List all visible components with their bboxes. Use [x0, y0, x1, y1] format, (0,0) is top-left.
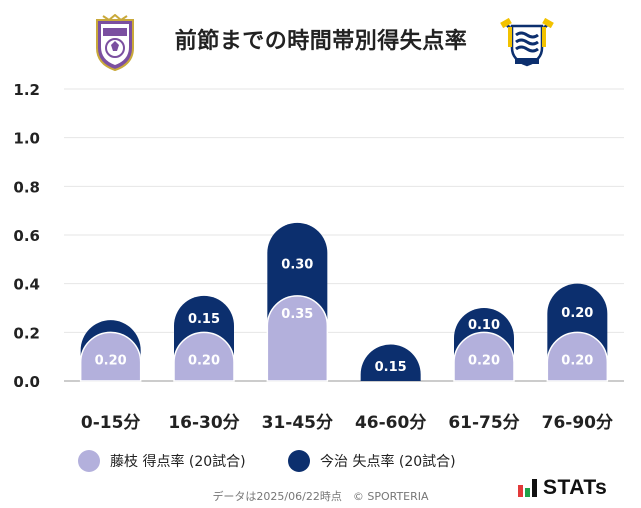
- data-source-note: データは2025/06/22時点 © SPORTERIA: [212, 490, 429, 503]
- y-tick-label: 0.4: [13, 276, 40, 294]
- x-axis-ticks: 0-15分 16-30分 31-45分 46-60分 61-75分 76-90分: [81, 413, 613, 433]
- fujieda-crest-icon: [93, 13, 137, 72]
- bar-imabari-3: [360, 344, 421, 381]
- bar-label-fujieda-0: 0.20: [95, 354, 127, 369]
- y-tick-label: 0.2: [13, 324, 40, 342]
- grid-lines: [64, 88, 624, 382]
- bar-fujieda-0: [79, 331, 142, 382]
- bar-fujieda-1: [173, 331, 235, 382]
- legend-item-fujieda: 藤枝 得点率 (20試合): [78, 448, 246, 474]
- bar-label-fujieda-4: 0.20: [468, 354, 500, 369]
- y-tick-label: 1.2: [13, 81, 40, 99]
- y-axis-ticks: 0.0 0.2 0.4 0.6 0.8 1.0 1.2: [13, 81, 40, 391]
- bar-label-imabari-3: 0.15: [375, 360, 407, 375]
- x-tick-label: 76-90分: [542, 413, 613, 433]
- bar-fujieda-2: [266, 295, 329, 382]
- bar-label-fujieda-1: 0.20: [188, 354, 220, 369]
- x-tick-label: 16-30分: [168, 413, 239, 433]
- y-tick-label: 0.0: [13, 373, 40, 391]
- legend: 藤枝 得点率 (20試合) 今治 失点率 (20試合): [78, 448, 518, 474]
- legend-label-fujieda: 藤枝 得点率 (20試合): [110, 454, 246, 470]
- y-tick-label: 0.8: [13, 178, 40, 196]
- x-tick-label: 61-75分: [448, 413, 519, 433]
- legend-label-imabari: 今治 失点率 (20試合): [320, 454, 456, 470]
- legend-swatch-imabari: [288, 450, 310, 472]
- chart-title: 前節までの時間帯別得失点率: [174, 29, 468, 54]
- y-tick-label: 0.6: [13, 227, 40, 245]
- x-tick-label: 31-45分: [262, 413, 333, 433]
- imabari-crest-icon: [498, 17, 556, 68]
- bar-fujieda-4: [453, 331, 515, 382]
- legend-swatch-fujieda: [78, 450, 100, 472]
- stats-brand-text: STATs: [543, 476, 608, 499]
- stats-bar-icon: [518, 479, 538, 497]
- bar-fujieda-5: [546, 331, 609, 382]
- x-tick-label: 0-15分: [81, 413, 141, 433]
- x-tick-label: 46-60分: [355, 413, 426, 433]
- bar-label-imabari-1: 0.15: [188, 312, 220, 327]
- bar-label-imabari-4: 0.10: [468, 318, 500, 333]
- stats-logo: STATs: [518, 476, 608, 499]
- bar-label-imabari-2: 0.30: [281, 257, 313, 272]
- legend-item-imabari: 今治 失点率 (20試合): [288, 448, 456, 474]
- bar-chart: 0.00.20.40.60.81.01.2 0.20 0.200.15 0.350.…: [13, 81, 624, 433]
- bars: [79, 222, 609, 382]
- bar-value-labels: 0.20 0.20 0.15 0.35 0.30 0.15 0.20 0.10 0.20 0.20: [95, 257, 594, 374]
- bar-label-imabari-5: 0.20: [561, 306, 593, 321]
- y-tick-label: 1.0: [13, 130, 40, 148]
- bar-label-fujieda-5: 0.20: [561, 354, 593, 369]
- bar-label-fujieda-2: 0.35: [281, 307, 313, 322]
